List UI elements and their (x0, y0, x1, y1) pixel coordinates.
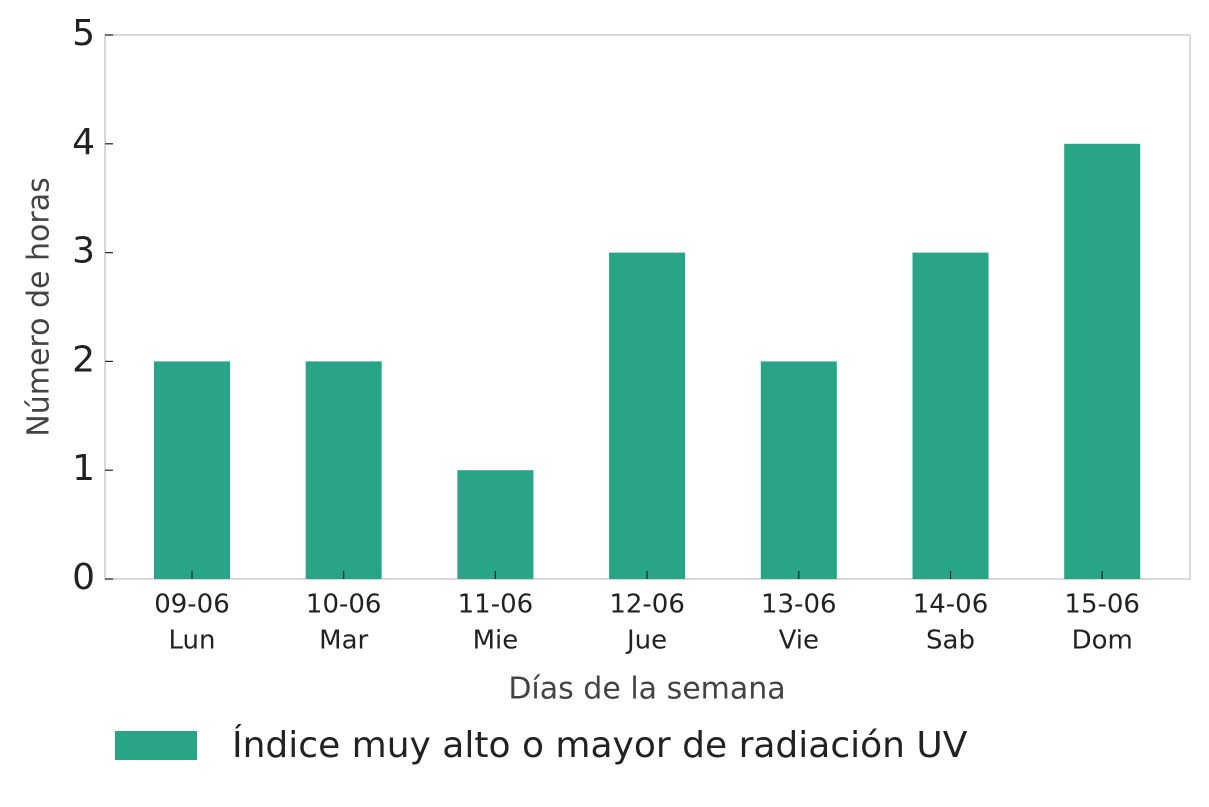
y-tick-label: 2 (72, 339, 95, 380)
y-tick-label: 1 (72, 448, 95, 489)
x-tick-label: 15-06 (1064, 590, 1140, 620)
x-tick-label: Dom (1072, 626, 1133, 656)
y-tick-label: 0 (72, 557, 95, 598)
y-tick-label: 5 (72, 13, 95, 54)
legend-swatch (115, 731, 197, 760)
x-tick-label: Lun (169, 626, 216, 656)
x-tick-label: 13-06 (761, 590, 837, 620)
x-tick-label: 09-06 (154, 590, 230, 620)
x-tick-label: Jue (625, 626, 667, 656)
bar (154, 361, 230, 579)
bar (609, 252, 686, 579)
legend-label: Índice muy alto o mayor de radiación UV (232, 724, 968, 766)
bar (305, 361, 382, 579)
bar (457, 470, 534, 579)
x-tick-label: Mar (319, 626, 368, 656)
x-tick-label: 10-06 (306, 590, 382, 620)
x-axis-label: Días de la semana (508, 672, 785, 707)
x-tick-label: 11-06 (458, 590, 534, 620)
x-tick-label: Sab (926, 626, 975, 656)
x-tick-label: Vie (779, 626, 819, 656)
y-tick-label: 3 (72, 231, 95, 272)
y-tick-label: 4 (72, 122, 95, 163)
bar (1064, 143, 1141, 580)
bar (760, 361, 837, 579)
x-tick-label: 14-06 (913, 590, 989, 620)
x-tick-label: Mie (473, 626, 519, 656)
x-tick-label: 12-06 (609, 590, 685, 620)
y-axis-label: Número de horas (22, 177, 57, 436)
bar (912, 252, 989, 579)
